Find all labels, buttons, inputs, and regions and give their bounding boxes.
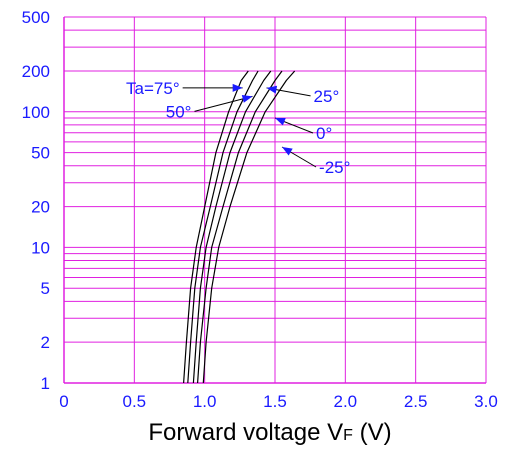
annotation-label: 50° bbox=[166, 102, 192, 121]
grid bbox=[63, 16, 487, 384]
series-line-1 bbox=[187, 70, 259, 384]
x-tick-label: 1.5 bbox=[263, 392, 287, 411]
y-tick-label: 100 bbox=[22, 103, 50, 122]
annotation-label: 0° bbox=[316, 124, 332, 143]
x-tick-label: 1.0 bbox=[193, 392, 217, 411]
series-line-2 bbox=[192, 70, 272, 384]
annotation-label: Ta=75° bbox=[126, 79, 180, 98]
x-axis-label-main: Forward voltage V bbox=[148, 419, 343, 446]
annotation-arrowhead bbox=[266, 85, 278, 94]
x-tick-label: 2.0 bbox=[334, 392, 358, 411]
series-line-4 bbox=[202, 70, 296, 384]
y-tick-label: 10 bbox=[31, 238, 50, 257]
x-axis-label-unit: (V) bbox=[353, 419, 392, 446]
x-tick-label: 3.0 bbox=[474, 392, 498, 411]
y-tick-labels: 1 2 5 10 20 50 100 200 500 bbox=[22, 8, 50, 393]
annotation-label: -25° bbox=[319, 158, 350, 177]
y-tick-label: 5 bbox=[41, 279, 50, 298]
y-tick-label: 1 bbox=[41, 374, 50, 393]
curves bbox=[183, 70, 296, 384]
x-tick-label: 0 bbox=[59, 392, 68, 411]
annotation-arrowhead bbox=[232, 83, 243, 92]
x-tick-labels: 0 0.5 1.0 1.5 2.0 2.5 3.0 bbox=[59, 392, 498, 411]
y-tick-label: 200 bbox=[22, 62, 50, 81]
annotation-label: 25° bbox=[314, 87, 340, 106]
series-line-3 bbox=[197, 70, 283, 384]
y-tick-label: 20 bbox=[31, 198, 50, 217]
annotation-arrowhead bbox=[275, 117, 286, 126]
y-tick-label: 50 bbox=[31, 144, 50, 163]
x-tick-label: 2.5 bbox=[404, 392, 428, 411]
annotations: Ta=75° 50° 25° 0° -25° bbox=[126, 79, 350, 177]
y-tick-label: 500 bbox=[22, 8, 50, 27]
annotation-arrowhead bbox=[282, 146, 293, 156]
series-line-0 bbox=[183, 70, 249, 384]
y-tick-label: 2 bbox=[41, 333, 50, 352]
annotation-arrowhead bbox=[241, 94, 253, 103]
x-axis-label-subscript: F bbox=[343, 427, 353, 444]
x-axis-label: Forward voltage VF (V) bbox=[148, 419, 391, 446]
x-tick-label: 0.5 bbox=[123, 392, 147, 411]
